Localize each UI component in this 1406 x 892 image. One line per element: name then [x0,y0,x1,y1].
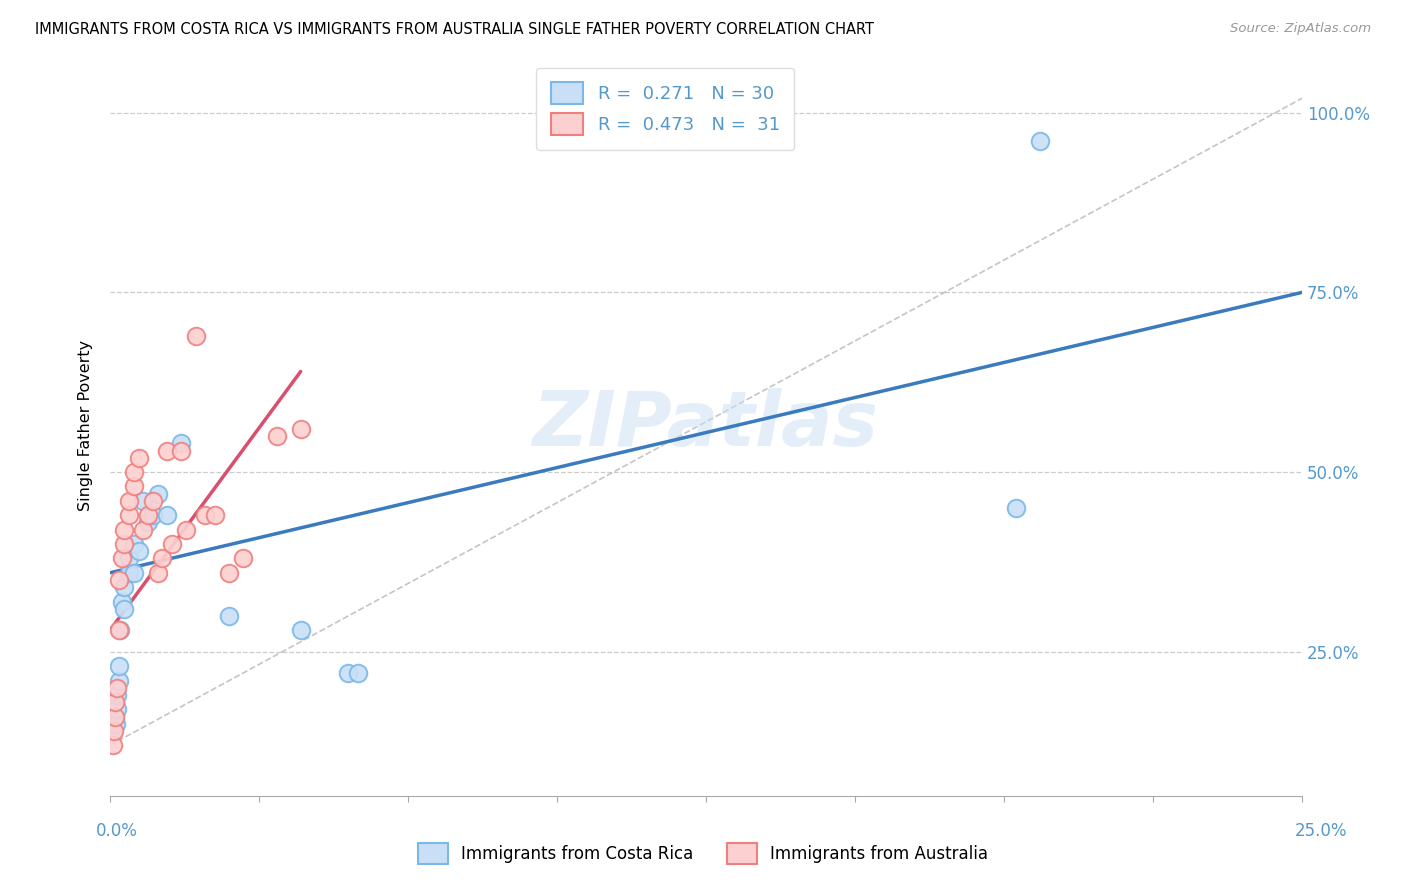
Point [170,436,193,450]
Point [766,127,789,141]
Point [112,601,135,615]
Text: Source: ZipAtlas.com: Source: ZipAtlas.com [1230,22,1371,36]
Text: ZIPatlas: ZIPatlas [533,388,879,462]
Point [1029,135,1052,149]
Point [104,695,127,709]
Legend: Immigrants from Costa Rica, Immigrants from Australia: Immigrants from Costa Rica, Immigrants f… [411,837,995,871]
Point [118,551,141,566]
Point [128,450,150,465]
Point [204,508,226,523]
Point [146,486,169,500]
Point [118,566,141,580]
Point [218,566,240,580]
Point [290,422,312,436]
Point [108,573,131,587]
Point [146,566,169,580]
Point [118,494,141,508]
Point [136,516,159,530]
Point [232,551,254,566]
Point [347,666,370,681]
Point [218,608,240,623]
Text: 0.0%: 0.0% [96,822,138,840]
Point [110,624,132,638]
Point [105,688,128,702]
Y-axis label: Single Father Poverty: Single Father Poverty [79,340,93,511]
Point [132,494,155,508]
Point [108,673,131,688]
Point [156,508,179,523]
Point [150,551,173,566]
Point [128,544,150,558]
Point [108,659,131,673]
Text: IMMIGRANTS FROM COSTA RICA VS IMMIGRANTS FROM AUSTRALIA SINGLE FATHER POVERTY CO: IMMIGRANTS FROM COSTA RICA VS IMMIGRANTS… [35,22,875,37]
Point [103,723,125,738]
Point [194,508,217,523]
Point [142,508,165,523]
Point [1005,501,1028,516]
Point [118,508,141,523]
Point [111,551,134,566]
Point [290,624,312,638]
Point [104,709,127,723]
Point [170,443,193,458]
Point [104,695,127,709]
Legend: R =  0.271   N = 30, R =  0.473   N =  31: R = 0.271 N = 30, R = 0.473 N = 31 [536,68,794,150]
Text: 25.0%: 25.0% [1295,822,1347,840]
Point [136,508,159,523]
Point [111,594,134,608]
Point [174,523,197,537]
Point [156,443,179,458]
Point [112,537,135,551]
Point [103,723,125,738]
Point [104,716,127,731]
Point [122,479,145,493]
Point [122,537,145,551]
Point [104,709,127,723]
Point [132,523,155,537]
Point [266,429,288,443]
Point [105,681,128,695]
Point [337,666,360,681]
Point [101,739,124,753]
Point [108,624,131,638]
Point [122,566,145,580]
Point [142,494,165,508]
Point [122,465,145,479]
Point [112,580,135,594]
Point [112,523,135,537]
Point [184,328,207,343]
Point [105,702,128,716]
Point [160,537,183,551]
